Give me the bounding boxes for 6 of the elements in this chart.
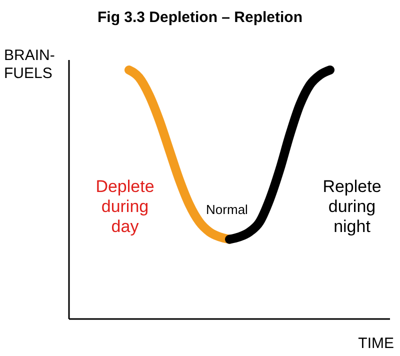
annotation: Deplete during day bbox=[96, 177, 154, 236]
annotation: Normal bbox=[206, 202, 248, 217]
annotation: Replete during night bbox=[322, 177, 382, 236]
y-axis-title: BRAIN-FUELS bbox=[4, 47, 55, 82]
x-axis-title: TIME bbox=[358, 335, 394, 352]
chart-title: Fig 3.3 Depletion – Repletion bbox=[97, 9, 303, 26]
